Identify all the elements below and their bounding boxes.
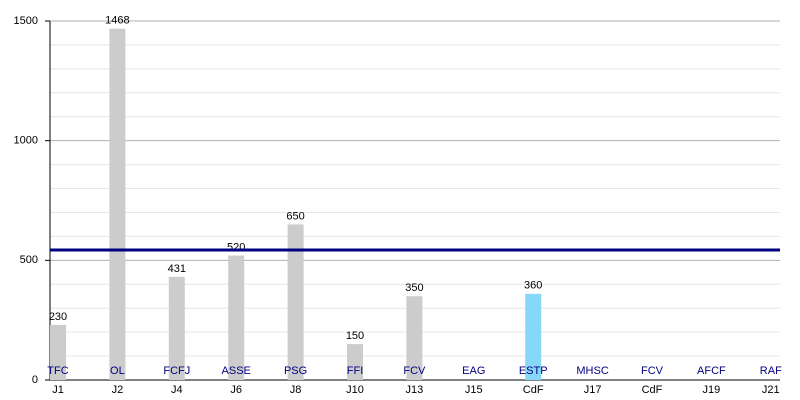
opponent-label: FCV (641, 365, 664, 377)
x-tick-label: J1 (52, 384, 64, 396)
bar (228, 255, 245, 380)
bar (287, 224, 304, 380)
x-tick-label: CdF (642, 384, 663, 396)
value-label: 360 (524, 280, 542, 292)
x-tick-label: J2 (112, 384, 124, 396)
value-label: 350 (405, 282, 423, 294)
bar (406, 296, 423, 380)
x-tick-label: J17 (584, 384, 602, 396)
value-label: 230 (49, 311, 67, 323)
opponent-label: ASSE (222, 365, 251, 377)
opponent-label: EAG (462, 365, 485, 377)
x-tick-label: J8 (290, 384, 302, 396)
bar (109, 28, 126, 381)
x-tick-label: J15 (465, 384, 483, 396)
opponent-label: RAF (760, 365, 782, 377)
value-label: 520 (227, 241, 245, 253)
opponent-label: ESTP (519, 365, 548, 377)
opponent-label: FCV (403, 365, 426, 377)
bar (347, 344, 363, 380)
x-tick-label: J10 (346, 384, 364, 396)
opponent-label: FCFJ (163, 365, 190, 377)
x-tick-label: CdF (523, 384, 544, 396)
value-label: 650 (286, 210, 304, 222)
y-tick-label: 1000 (14, 135, 38, 147)
x-tick-label: J6 (230, 384, 242, 396)
y-tick-label: 0 (32, 374, 38, 386)
opponent-label: AFCF (697, 365, 726, 377)
y-tick-label: 1500 (14, 15, 38, 27)
bar (168, 276, 185, 380)
opponent-label: PSG (284, 365, 307, 377)
x-tick-label: J4 (171, 384, 183, 396)
value-label: 431 (168, 263, 186, 275)
bar (50, 324, 66, 380)
opponent-label: OL (110, 365, 125, 377)
opponent-label: FFI (347, 365, 364, 377)
opponent-label: MHSC (576, 365, 608, 377)
opponent-label: TFC (47, 365, 68, 377)
y-tick-label: 500 (20, 254, 38, 266)
value-label: 1468 (105, 15, 129, 27)
x-tick-label: J13 (406, 384, 424, 396)
bar (525, 293, 542, 380)
value-label: 150 (346, 330, 364, 342)
x-tick-label: J19 (703, 384, 721, 396)
x-tick-label: J21 (762, 384, 780, 396)
